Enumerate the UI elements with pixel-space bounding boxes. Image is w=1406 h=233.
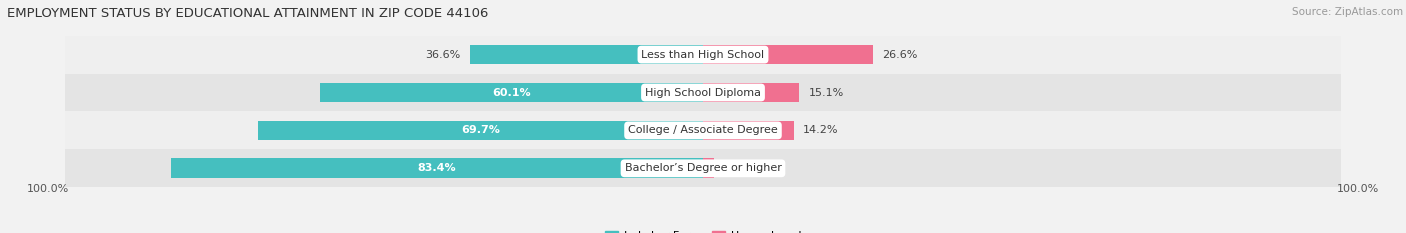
Text: Source: ZipAtlas.com: Source: ZipAtlas.com: [1292, 7, 1403, 17]
Text: 83.4%: 83.4%: [418, 163, 457, 173]
Bar: [703, 158, 714, 178]
Text: 69.7%: 69.7%: [461, 125, 501, 135]
Text: 36.6%: 36.6%: [425, 50, 460, 60]
Text: 26.6%: 26.6%: [882, 50, 918, 60]
Bar: [65, 111, 1341, 149]
Text: 100.0%: 100.0%: [27, 184, 69, 194]
Text: College / Associate Degree: College / Associate Degree: [628, 125, 778, 135]
Bar: [65, 36, 1341, 74]
Bar: [703, 120, 793, 140]
Bar: [703, 83, 800, 102]
Bar: [470, 45, 703, 65]
Text: 60.1%: 60.1%: [492, 88, 530, 97]
Text: 1.7%: 1.7%: [724, 163, 752, 173]
Text: 15.1%: 15.1%: [808, 88, 844, 97]
Bar: [703, 45, 873, 65]
Bar: [65, 149, 1341, 187]
Text: 100.0%: 100.0%: [1337, 184, 1379, 194]
Text: Bachelor’s Degree or higher: Bachelor’s Degree or higher: [624, 163, 782, 173]
Bar: [259, 120, 703, 140]
Text: High School Diploma: High School Diploma: [645, 88, 761, 97]
Bar: [172, 158, 703, 178]
Bar: [65, 74, 1341, 111]
Bar: [319, 83, 703, 102]
Text: 14.2%: 14.2%: [803, 125, 838, 135]
Text: Less than High School: Less than High School: [641, 50, 765, 60]
Legend: In Labor Force, Unemployed: In Labor Force, Unemployed: [600, 226, 806, 233]
Text: EMPLOYMENT STATUS BY EDUCATIONAL ATTAINMENT IN ZIP CODE 44106: EMPLOYMENT STATUS BY EDUCATIONAL ATTAINM…: [7, 7, 488, 20]
